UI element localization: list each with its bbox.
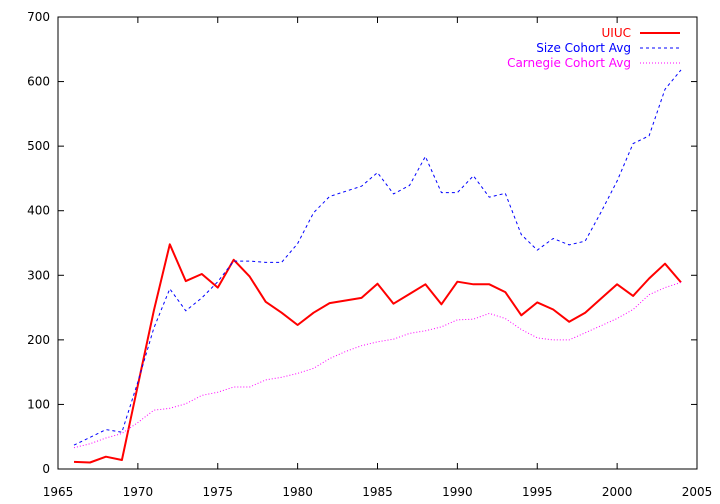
x-tick-label: 1985 — [362, 485, 393, 499]
series-line-3 — [73, 281, 682, 449]
ticks-layer: 1965 1970 1975 1980 1985 1990 1995 2000 2005 0 100… — [27, 10, 712, 499]
x-tick-label: 1990 — [442, 485, 473, 499]
x-tick-label: 2005 — [682, 485, 713, 499]
x-tick-label: 1970 — [123, 485, 154, 499]
plot-frame — [57, 16, 698, 470]
y-tick-label: 300 — [27, 268, 50, 282]
series-line-2 — [73, 69, 682, 446]
y-tick-label: 200 — [27, 333, 50, 347]
legend-label-2: Size Cohort Avg — [536, 41, 631, 55]
x-tick-label: 1965 — [43, 485, 74, 499]
legend-label-1: UIUC — [602, 26, 631, 40]
x-tick-label: 1975 — [202, 485, 233, 499]
y-tick-label: 700 — [27, 10, 50, 24]
y-tick-label: 0 — [42, 462, 50, 476]
y-tick-label: 600 — [27, 75, 50, 89]
y-tick-label: 500 — [27, 139, 50, 153]
series-layer — [73, 69, 682, 464]
x-tick-label: 1980 — [282, 485, 313, 499]
series-line-1 — [73, 243, 682, 464]
legend-label-3: Carnegie Cohort Avg — [507, 56, 631, 70]
y-tick-label: 400 — [27, 204, 50, 218]
x-tick-label: 2000 — [602, 485, 633, 499]
x-tick-label: 1995 — [522, 485, 553, 499]
y-tick-label: 100 — [27, 397, 50, 411]
